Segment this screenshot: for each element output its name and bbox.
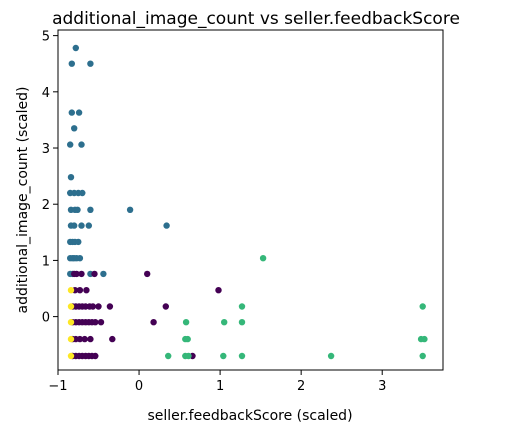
plot-frame <box>58 30 443 370</box>
x-tick-label: 2 <box>297 379 305 394</box>
y-tick-label: 2 <box>42 198 50 213</box>
data-point <box>68 336 74 342</box>
data-point <box>78 141 84 147</box>
data-point <box>163 222 169 228</box>
data-point <box>420 353 426 359</box>
data-point <box>87 336 93 342</box>
data-point <box>82 336 88 342</box>
x-axis: −1 0 1 2 3 <box>48 370 386 394</box>
y-tick-label: 0 <box>42 311 50 326</box>
data-point <box>87 207 93 213</box>
data-point <box>239 319 245 325</box>
data-point <box>421 336 427 342</box>
data-point <box>67 141 73 147</box>
data-point <box>165 353 171 359</box>
data-point <box>185 353 191 359</box>
x-tick-label: −1 <box>48 379 67 394</box>
x-tick-label: 1 <box>216 379 224 394</box>
y-axis: 0 1 2 3 4 5 <box>42 30 58 326</box>
data-point <box>92 353 98 359</box>
data-point <box>109 336 115 342</box>
data-point <box>150 319 156 325</box>
data-point <box>90 303 96 309</box>
data-point <box>75 239 81 245</box>
data-point <box>100 271 106 277</box>
y-axis-label: additional_image_count (scaled) <box>15 87 31 314</box>
data-point <box>78 271 84 277</box>
data-point <box>68 303 74 309</box>
x-tick-label: 3 <box>378 379 386 394</box>
data-point <box>221 319 227 325</box>
data-point <box>79 190 85 196</box>
data-point <box>77 255 83 261</box>
data-point <box>71 222 77 228</box>
data-point <box>107 303 113 309</box>
data-point <box>185 336 191 342</box>
data-point <box>91 271 97 277</box>
x-tick-label: 0 <box>135 379 143 394</box>
data-point <box>239 353 245 359</box>
data-point <box>68 319 74 325</box>
data-point <box>328 353 334 359</box>
data-point <box>260 255 266 261</box>
data-point <box>68 353 74 359</box>
data-point <box>239 303 245 309</box>
data-point <box>76 109 82 115</box>
data-point <box>68 174 74 180</box>
y-tick-label: 3 <box>42 142 50 157</box>
data-point <box>220 353 226 359</box>
data-point <box>183 319 189 325</box>
data-point <box>83 287 89 293</box>
data-point <box>69 61 75 67</box>
y-tick-label: 4 <box>42 86 50 101</box>
data-point <box>92 319 98 325</box>
data-point <box>144 271 150 277</box>
data-point <box>95 303 101 309</box>
y-tick-label: 1 <box>42 254 50 269</box>
data-point <box>73 45 79 51</box>
data-point <box>87 61 93 67</box>
data-point <box>98 319 104 325</box>
data-point <box>420 303 426 309</box>
data-point <box>78 222 84 228</box>
x-axis-label: seller.feedbackScore (scaled) <box>147 408 352 424</box>
data-point <box>68 287 74 293</box>
data-point <box>77 287 83 293</box>
data-point <box>86 222 92 228</box>
data-point <box>74 207 80 213</box>
data-point <box>127 207 133 213</box>
y-tick-label: 5 <box>42 30 50 45</box>
data-point <box>69 109 75 115</box>
chart-title: additional_image_count vs seller.feedbac… <box>52 9 460 29</box>
data-point <box>71 125 77 131</box>
data-point <box>215 287 221 293</box>
data-point <box>163 303 169 309</box>
data-points <box>67 45 428 359</box>
